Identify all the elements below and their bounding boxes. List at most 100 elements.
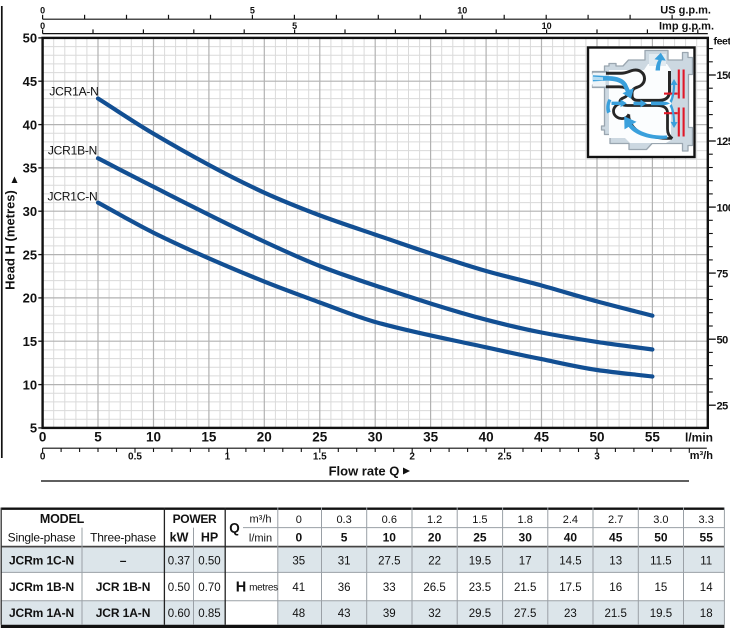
svg-text:36: 36 bbox=[338, 582, 351, 594]
svg-text:48: 48 bbox=[292, 608, 305, 620]
svg-text:20: 20 bbox=[428, 531, 442, 545]
svg-text:Single-phase: Single-phase bbox=[8, 531, 76, 545]
svg-text:JCR1A-N: JCR1A-N bbox=[49, 85, 98, 99]
svg-text:45: 45 bbox=[23, 74, 37, 89]
svg-text:10: 10 bbox=[383, 531, 397, 545]
svg-text:125: 125 bbox=[717, 136, 730, 148]
svg-text:0: 0 bbox=[40, 452, 46, 463]
svg-text:19.5: 19.5 bbox=[469, 556, 491, 568]
svg-text:10: 10 bbox=[457, 5, 467, 15]
svg-text:20: 20 bbox=[23, 291, 37, 306]
svg-text:l/min: l/min bbox=[685, 431, 713, 445]
svg-text:JCR1B-N: JCR1B-N bbox=[48, 144, 97, 158]
svg-text:39: 39 bbox=[383, 608, 396, 620]
svg-text:17: 17 bbox=[519, 556, 532, 568]
svg-text:32: 32 bbox=[428, 608, 441, 620]
svg-text:21.5: 21.5 bbox=[514, 582, 536, 594]
svg-text:kW: kW bbox=[170, 531, 189, 545]
svg-text:JCRm 1C-N: JCRm 1C-N bbox=[9, 554, 74, 568]
svg-text:–: – bbox=[120, 554, 127, 568]
svg-text:10: 10 bbox=[23, 377, 37, 392]
svg-text:feet: feet bbox=[714, 36, 730, 48]
svg-text:27.5: 27.5 bbox=[514, 608, 536, 620]
svg-text:Q: Q bbox=[229, 521, 240, 536]
svg-text:5: 5 bbox=[292, 21, 297, 31]
svg-text:23: 23 bbox=[564, 608, 577, 620]
svg-text:5: 5 bbox=[250, 5, 255, 15]
svg-text:0.3: 0.3 bbox=[336, 514, 351, 526]
svg-text:JCR 1B-N: JCR 1B-N bbox=[96, 580, 151, 594]
svg-text:m³/h: m³/h bbox=[690, 450, 714, 462]
svg-text:18: 18 bbox=[700, 608, 713, 620]
svg-text:1.8: 1.8 bbox=[518, 514, 533, 526]
svg-text:3.3: 3.3 bbox=[699, 514, 714, 526]
svg-text:JCR 1A-N: JCR 1A-N bbox=[96, 606, 151, 620]
svg-text:25: 25 bbox=[717, 400, 729, 412]
svg-text:30: 30 bbox=[23, 204, 37, 219]
svg-text:5: 5 bbox=[341, 531, 348, 545]
svg-text:H: H bbox=[236, 580, 246, 596]
svg-text:1: 1 bbox=[225, 452, 231, 463]
svg-text:45: 45 bbox=[609, 531, 623, 545]
svg-text:17.5: 17.5 bbox=[559, 582, 581, 594]
svg-text:25: 25 bbox=[473, 531, 487, 545]
svg-text:45: 45 bbox=[534, 430, 550, 445]
svg-text:16: 16 bbox=[609, 582, 622, 594]
svg-text:m³/h: m³/h bbox=[250, 514, 272, 526]
svg-text:15: 15 bbox=[201, 430, 217, 445]
svg-text:14: 14 bbox=[700, 582, 713, 594]
svg-text:40: 40 bbox=[479, 430, 494, 445]
svg-text:22: 22 bbox=[428, 556, 441, 568]
svg-text:13: 13 bbox=[609, 556, 622, 568]
svg-text:26.5: 26.5 bbox=[423, 582, 445, 594]
svg-text:JCR1C-N: JCR1C-N bbox=[48, 190, 98, 204]
svg-text:0: 0 bbox=[296, 514, 302, 526]
svg-text:2.7: 2.7 bbox=[608, 514, 623, 526]
svg-text:0.60: 0.60 bbox=[168, 608, 190, 620]
svg-text:15: 15 bbox=[655, 582, 668, 594]
svg-text:50: 50 bbox=[717, 334, 729, 346]
svg-text:20: 20 bbox=[257, 430, 272, 445]
svg-text:23.5: 23.5 bbox=[469, 582, 491, 594]
svg-text:55: 55 bbox=[700, 531, 714, 545]
svg-text:21.5: 21.5 bbox=[605, 608, 627, 620]
svg-text:31: 31 bbox=[338, 556, 351, 568]
svg-text:0.37: 0.37 bbox=[168, 556, 190, 568]
svg-text:15: 15 bbox=[23, 334, 37, 349]
svg-text:0: 0 bbox=[295, 531, 302, 545]
svg-text:3.0: 3.0 bbox=[653, 514, 668, 526]
svg-text:0.50: 0.50 bbox=[198, 556, 220, 568]
svg-text:33: 33 bbox=[383, 582, 396, 594]
svg-text:3: 3 bbox=[594, 452, 600, 463]
svg-text:JCRm 1A-N: JCRm 1A-N bbox=[9, 606, 74, 620]
svg-text:10: 10 bbox=[542, 21, 552, 31]
svg-text:50: 50 bbox=[589, 430, 604, 445]
svg-text:5: 5 bbox=[94, 430, 102, 445]
svg-text:metres: metres bbox=[249, 583, 278, 594]
svg-text:50: 50 bbox=[23, 31, 37, 46]
svg-text:150: 150 bbox=[717, 70, 730, 82]
svg-text:0: 0 bbox=[40, 21, 45, 31]
svg-text:25: 25 bbox=[312, 430, 328, 445]
svg-text:40: 40 bbox=[564, 531, 578, 545]
svg-text:0.50: 0.50 bbox=[168, 582, 190, 594]
svg-text:MODEL: MODEL bbox=[40, 512, 85, 526]
svg-text:14.5: 14.5 bbox=[559, 556, 581, 568]
svg-text:30: 30 bbox=[368, 430, 383, 445]
svg-text:l/min: l/min bbox=[249, 533, 272, 545]
svg-text:50: 50 bbox=[654, 531, 668, 545]
svg-text:11.5: 11.5 bbox=[650, 556, 672, 568]
svg-text:10: 10 bbox=[146, 430, 161, 445]
svg-text:5: 5 bbox=[30, 421, 37, 436]
svg-text:1.5: 1.5 bbox=[313, 452, 327, 463]
svg-text:JCRm 1B-N: JCRm 1B-N bbox=[9, 580, 74, 594]
svg-text:Head H (metres): Head H (metres) bbox=[3, 190, 18, 290]
svg-text:25: 25 bbox=[23, 247, 37, 262]
svg-text:35: 35 bbox=[292, 556, 305, 568]
svg-text:1.2: 1.2 bbox=[427, 514, 442, 526]
svg-text:29.5: 29.5 bbox=[469, 608, 491, 620]
svg-text:41: 41 bbox=[292, 582, 305, 594]
svg-text:35: 35 bbox=[23, 161, 37, 176]
svg-text:100: 100 bbox=[717, 202, 730, 214]
svg-text:0.85: 0.85 bbox=[198, 608, 220, 620]
